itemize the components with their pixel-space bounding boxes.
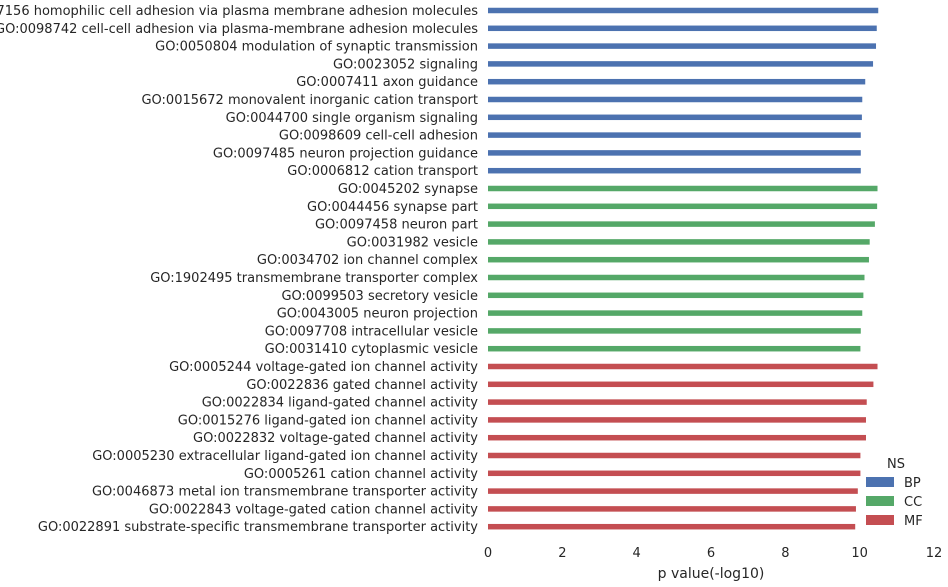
category-label: GO:0098742 cell-cell adhesion via plasma… xyxy=(0,22,478,37)
bar xyxy=(488,470,861,477)
category-label: GO:0034702 ion channel complex xyxy=(257,253,478,268)
category-label: GO:0023052 signaling xyxy=(333,57,478,72)
category-label: GO:0098609 cell-cell adhesion xyxy=(279,129,478,144)
bar xyxy=(488,345,861,352)
bar xyxy=(488,221,875,227)
bar xyxy=(488,452,861,459)
category-label: GO:0015276 ligand-gated ion channel acti… xyxy=(178,413,479,428)
legend-title: NS xyxy=(887,457,905,472)
bars-group xyxy=(488,7,879,530)
category-label: GO:0046873 metal ion transmembrane trans… xyxy=(92,485,478,500)
category-label: GO:0005244 voltage-gated ion channel act… xyxy=(169,360,478,375)
x-tick-label: 10 xyxy=(851,546,868,561)
category-labels-group: GO:0007156 homophilic cell adhesion via … xyxy=(0,4,478,535)
x-axis: 0 2 4 6 8 10 12 xyxy=(484,546,942,561)
x-tick-label: 6 xyxy=(707,546,715,561)
x-tick-label: 12 xyxy=(926,546,943,561)
bar xyxy=(488,417,866,423)
x-axis-title: p value(-log10) xyxy=(658,566,765,582)
bar xyxy=(488,434,866,441)
bar xyxy=(488,167,861,174)
category-label: GO:0007156 homophilic cell adhesion via … xyxy=(0,4,478,19)
bar xyxy=(488,150,861,156)
category-label: GO:0097458 neuron part xyxy=(315,218,478,233)
bar xyxy=(488,506,856,512)
bar xyxy=(488,61,874,67)
bar xyxy=(488,203,878,210)
bar xyxy=(488,256,869,263)
category-label: GO:0015672 monovalent inorganic cation t… xyxy=(141,93,478,108)
category-label: GO:0022834 ligand-gated channel activity xyxy=(202,396,479,411)
bar xyxy=(488,292,864,299)
category-label: GO:0097485 neuron projection guidance xyxy=(213,146,478,161)
category-label: GO:0007411 axon guidance xyxy=(296,75,478,90)
category-label: GO:0022836 gated channel activity xyxy=(246,378,478,393)
category-label: GO:0006812 cation transport xyxy=(287,164,478,179)
legend-label: MF xyxy=(904,514,923,529)
category-label: GO:0050804 modulation of synaptic transm… xyxy=(155,40,478,55)
x-tick-label: 4 xyxy=(633,546,641,561)
bar xyxy=(488,96,863,103)
category-label: GO:0031982 vesicle xyxy=(347,235,478,250)
category-label: GO:0043005 neuron projection xyxy=(277,307,478,322)
category-label: GO:0005230 extracellular ligand-gated io… xyxy=(92,449,478,464)
bar xyxy=(488,488,858,494)
category-label: GO:0099503 secretory vesicle xyxy=(281,289,478,304)
legend-swatch xyxy=(866,496,894,506)
legend-label: BP xyxy=(904,476,921,491)
bar xyxy=(488,132,861,138)
category-label: GO:1902495 transmembrane transporter com… xyxy=(150,271,478,286)
bar xyxy=(488,523,856,530)
bar xyxy=(488,78,866,85)
category-label: GO:0044456 synapse part xyxy=(307,200,478,215)
bar xyxy=(488,239,870,245)
category-label: GO:0044700 single organism signaling xyxy=(226,111,478,126)
category-label: GO:0031410 cytoplasmic vesicle xyxy=(265,342,478,357)
bar xyxy=(488,7,879,14)
category-label: GO:0022891 substrate-specific transmembr… xyxy=(38,520,478,535)
x-tick-label: 0 xyxy=(484,546,492,561)
bar xyxy=(488,43,877,49)
category-label: GO:0005261 cation channel activity xyxy=(244,467,478,482)
legend-swatch xyxy=(866,477,894,487)
bar xyxy=(488,274,865,281)
x-tick-label: 8 xyxy=(781,546,789,561)
category-label: GO:0045202 synapse xyxy=(338,182,478,197)
bar xyxy=(488,310,863,316)
bar xyxy=(488,25,877,32)
category-label: GO:0022832 voltage-gated channel activit… xyxy=(193,431,478,446)
category-label: GO:0097708 intracellular vesicle xyxy=(265,324,478,339)
legend: NS BP CC MF xyxy=(866,457,923,529)
x-tick-label: 2 xyxy=(558,546,566,561)
bar xyxy=(488,381,874,388)
bar xyxy=(488,114,862,121)
category-label: GO:0022843 voltage-gated cation channel … xyxy=(149,502,478,517)
bar xyxy=(488,399,867,405)
bar xyxy=(488,328,861,334)
legend-label: CC xyxy=(904,495,922,510)
bar xyxy=(488,363,878,370)
legend-swatch xyxy=(866,515,894,525)
bar xyxy=(488,185,878,192)
